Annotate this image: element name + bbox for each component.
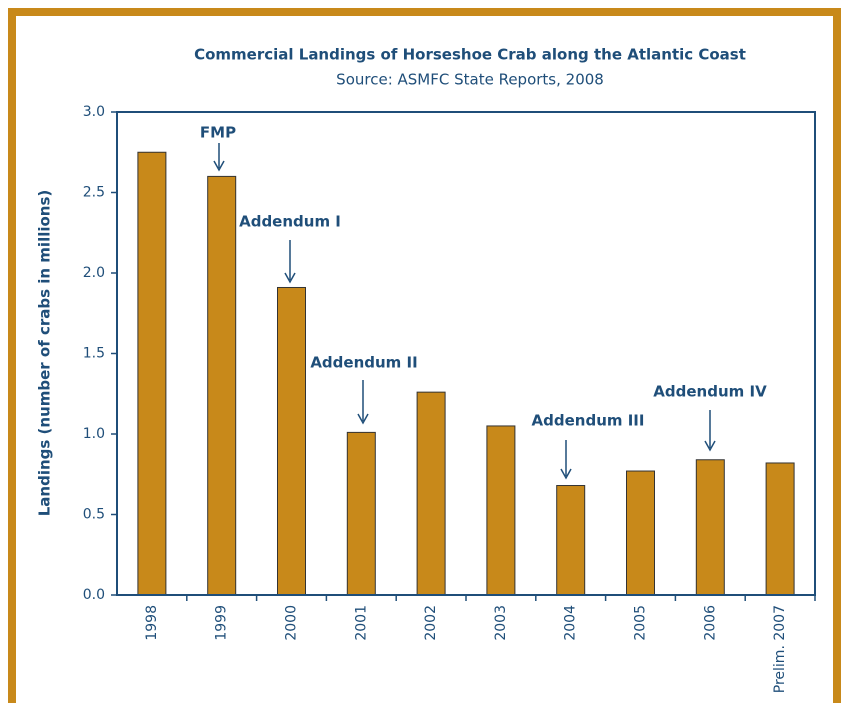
x-tick-label: Prelim. 2007 [772, 605, 788, 693]
annotation: Addendum II [310, 354, 417, 372]
x-tick-label: 2006 [702, 605, 718, 641]
bar [695, 459, 725, 596]
annotation: Addendum III [532, 412, 645, 430]
bar [486, 425, 516, 596]
x-tick-label: 2002 [423, 605, 439, 641]
annotation: Addendum IV [653, 383, 767, 401]
y-tick-label: 0.0 [83, 587, 105, 603]
x-tick-label: 2003 [493, 605, 509, 641]
y-tick-label: 3.0 [83, 104, 105, 120]
bar [765, 462, 795, 596]
bar [277, 286, 306, 596]
plot-frame [116, 111, 816, 596]
chart-subtitle: Source: ASMFC State Reports, 2008 [336, 71, 604, 89]
x-tick-label: 2000 [284, 605, 300, 641]
bar [346, 431, 376, 596]
x-tick-label: 2004 [563, 605, 579, 641]
x-tick-label: 2001 [353, 605, 369, 641]
annotation: FMP [200, 124, 236, 142]
annotation-arrowhead [213, 160, 225, 172]
bar [556, 485, 586, 596]
annotation-arrowhead [284, 272, 296, 284]
annotation-arrowhead [560, 468, 572, 480]
y-tick-label: 2.5 [83, 185, 105, 201]
y-tick-label: 0.5 [83, 507, 105, 523]
chart-title: Commercial Landings of Horseshoe Crab al… [194, 46, 746, 64]
bar [207, 175, 237, 596]
bar [626, 470, 655, 596]
bar [416, 391, 446, 596]
x-tick-label: 2005 [633, 605, 649, 641]
bar [137, 151, 167, 596]
y-tick-label: 1.0 [83, 426, 105, 442]
frame [8, 8, 841, 703]
y-tick-label: 2.0 [83, 265, 105, 281]
y-tick-label: 1.5 [83, 346, 105, 362]
y-axis-label: Landings (number of crabs in millions) [36, 190, 54, 517]
annotation-arrowhead [704, 440, 716, 452]
x-tick-label: 1998 [144, 605, 160, 641]
annotation-arrowhead [357, 413, 369, 425]
annotation: Addendum I [239, 213, 341, 231]
x-tick-label: 1999 [214, 605, 230, 641]
